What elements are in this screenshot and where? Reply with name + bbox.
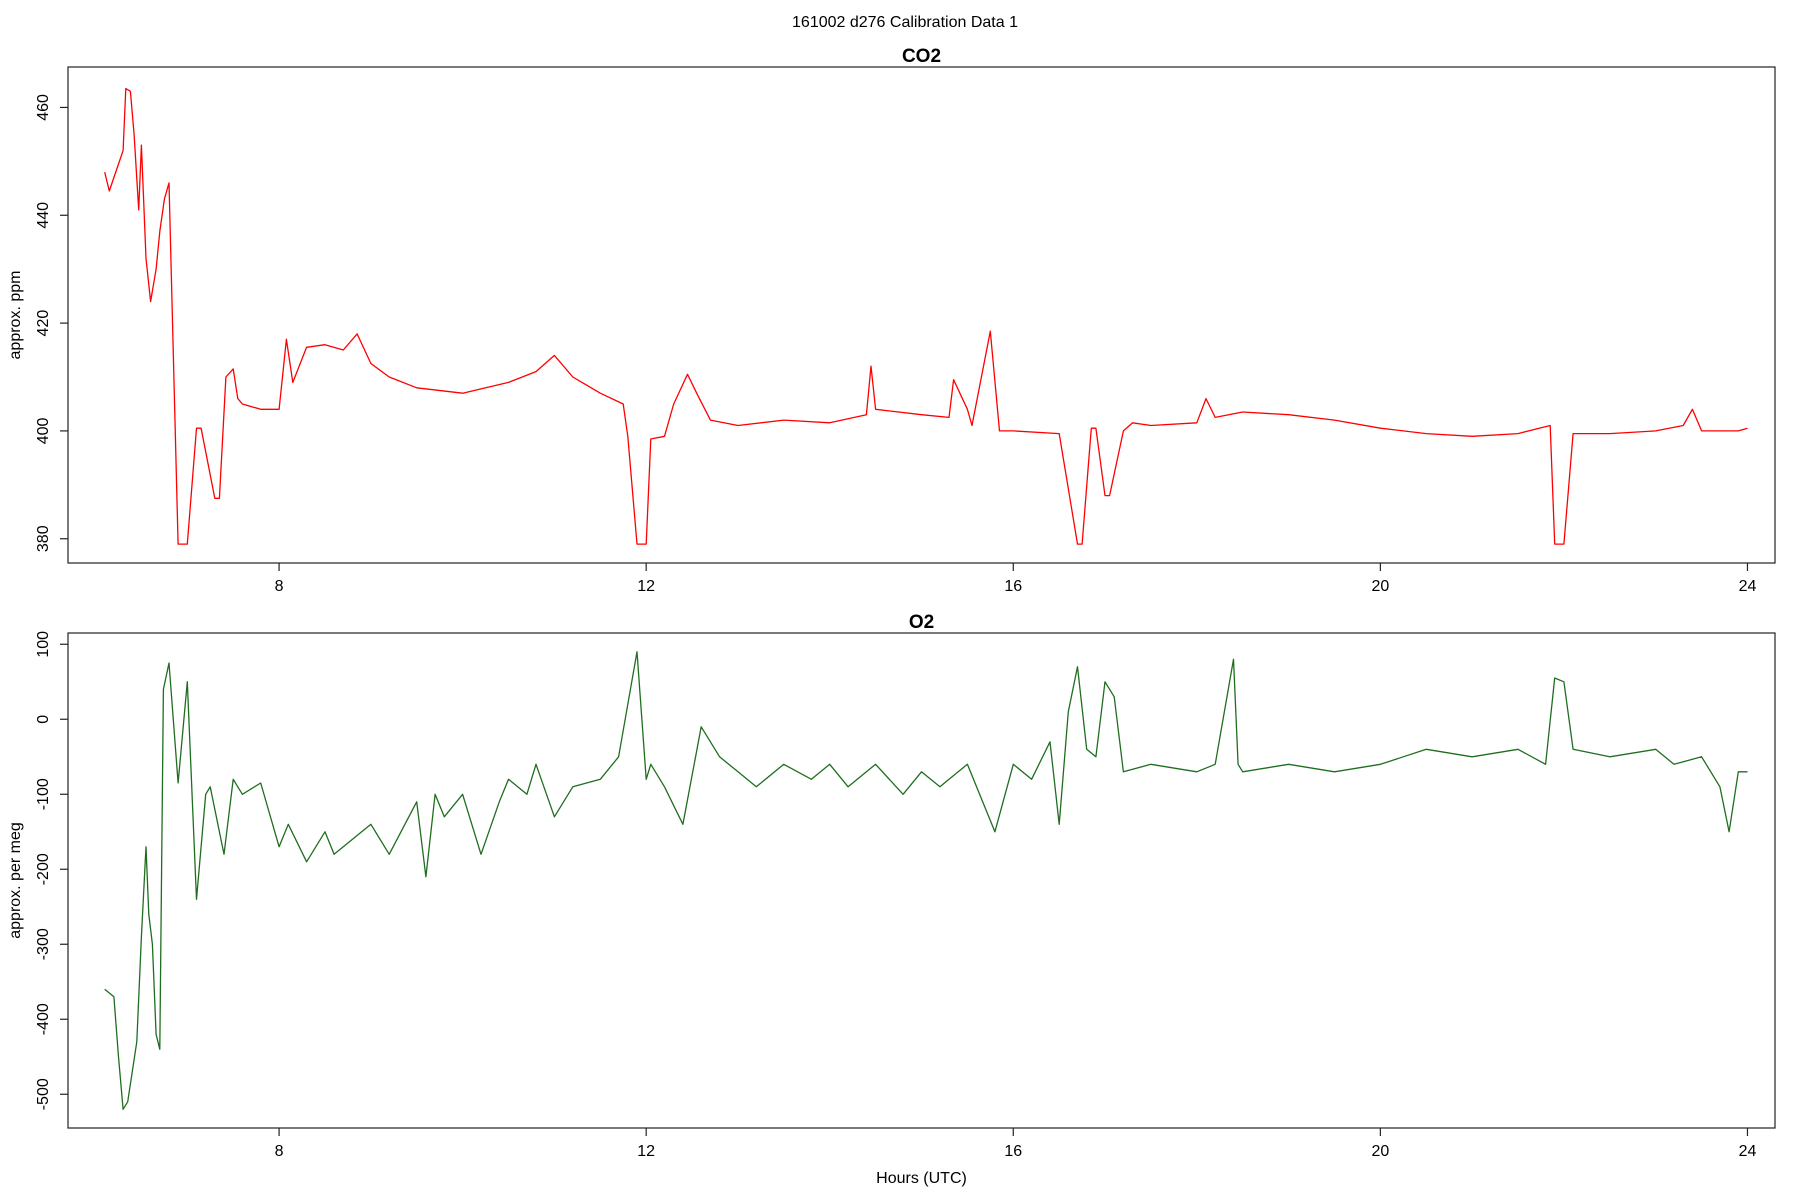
o2-panel: O2 8 12 16 20 24 -500 -400 -300 -200 -100 0 100 appro…	[7, 612, 1776, 1187]
figure-title: 161002 d276 Calibration Data 1	[792, 14, 1018, 31]
co2-y-tick-label: 440	[35, 202, 52, 229]
co2-x-tick-label: 8	[275, 578, 284, 595]
o2-plot-frame	[67, 632, 1776, 1129]
co2-series-line	[104, 87, 1748, 545]
o2-series-line	[104, 651, 1748, 1110]
o2-x-tick-label: 24	[1739, 1143, 1757, 1160]
o2-y-tick-label: 100	[35, 631, 52, 658]
co2-x-tick-label: 24	[1739, 578, 1757, 595]
o2-x-tick-label: 8	[275, 1143, 284, 1160]
co2-x-tick-label: 20	[1371, 578, 1389, 595]
o2-y-tick-label: -400	[35, 1003, 52, 1035]
o2-y-axis-label: approx. per meg	[7, 822, 24, 939]
o2-y-tick-label: -200	[35, 853, 52, 885]
co2-y-tick-label: 460	[35, 94, 52, 121]
co2-y-axis-label: approx. ppm	[7, 271, 24, 360]
o2-x-tick-label: 20	[1371, 1143, 1389, 1160]
o2-x-tick-label: 16	[1004, 1143, 1022, 1160]
o2-y-tick-label: -100	[35, 778, 52, 810]
co2-x-tick-label: 16	[1004, 578, 1022, 595]
co2-x-tick-label: 12	[637, 578, 655, 595]
co2-y-tick-label: 420	[35, 310, 52, 337]
o2-y-tick-label: -300	[35, 928, 52, 960]
o2-panel-title: O2	[909, 612, 934, 633]
co2-panel-title: CO2	[902, 46, 941, 67]
o2-y-tick-label: 0	[35, 715, 52, 724]
o2-y-tick-label: -500	[35, 1078, 52, 1110]
co2-plot-frame	[67, 66, 1776, 564]
co2-panel: CO2 8 12 16 20 24 380 400 420 440 460 approx. ppm	[7, 46, 1776, 595]
o2-x-axis-label: Hours (UTC)	[876, 1170, 967, 1187]
co2-y-tick-label: 380	[35, 525, 52, 552]
o2-x-tick-label: 12	[637, 1143, 655, 1160]
co2-y-tick-label: 400	[35, 417, 52, 444]
